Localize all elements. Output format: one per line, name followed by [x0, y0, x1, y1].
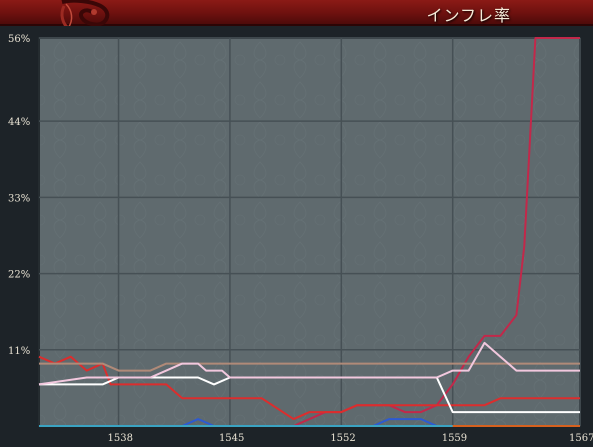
line-chart: 56% 44% 33% 22% 11% 1538 1545 1552 1559 1567	[8, 34, 593, 444]
x-tick-label: 1538	[108, 433, 133, 444]
title-bar: インフレ率	[0, 0, 593, 35]
chart-panel: 56% 44% 33% 22% 11% 1538 1545 1552 1559 1567	[0, 26, 593, 447]
x-tick-label: 1552	[330, 433, 355, 444]
y-tick-label: 22%	[8, 270, 30, 281]
y-tick-label: 33%	[8, 193, 30, 204]
series-line-4	[39, 376, 580, 414]
y-tick-label: 44%	[8, 117, 30, 128]
series-line-5	[38, 341, 580, 386]
series-line-3	[39, 362, 580, 372]
chart-title: インフレ率	[426, 6, 511, 25]
y-tick-label: 11%	[8, 346, 30, 357]
x-tick-label: 1559	[442, 433, 467, 444]
plot-texture	[39, 38, 580, 426]
x-tick-label: 1567	[569, 433, 593, 444]
series-line-2	[38, 355, 580, 421]
y-tick-label: 56%	[8, 34, 30, 45]
series-line-6	[39, 418, 580, 427]
x-tick-label: 1545	[219, 433, 244, 444]
